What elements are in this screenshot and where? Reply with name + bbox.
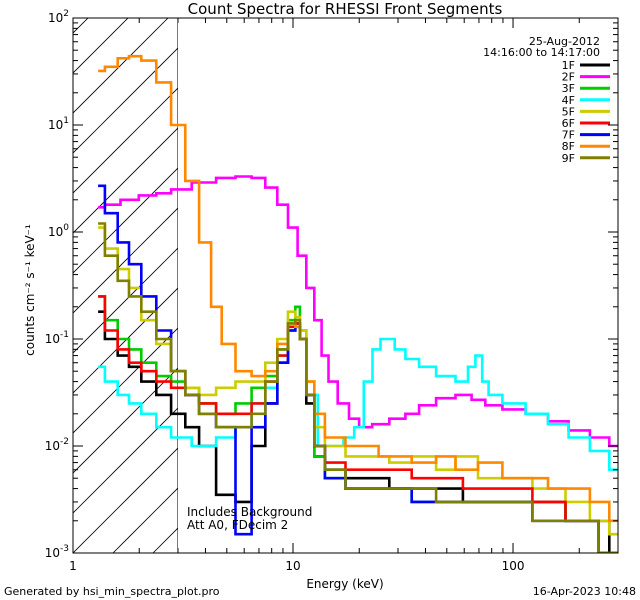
series-layer <box>98 54 618 553</box>
legend-label-8F: 8F <box>562 140 575 153</box>
hatch-line <box>73 127 178 234</box>
chart-time-range: 14:16:00 to 14:17:00 <box>483 46 600 59</box>
y-tick-label: 10-2 <box>45 437 69 453</box>
y-tick-label: 100 <box>48 223 69 239</box>
chart-date: 25-Aug-2012 <box>529 35 600 48</box>
footer-timestamp: 16-Apr-2023 10:48 <box>533 585 636 598</box>
legend-label-1F: 1F <box>562 59 575 72</box>
legend-label-6F: 6F <box>562 117 575 130</box>
hatch-line <box>73 207 178 314</box>
chart-title: Count Spectra for RHESSI Front Segments <box>188 0 503 18</box>
series-line-4F <box>98 325 618 471</box>
x-tick-label: 100 <box>502 559 525 573</box>
legend-label-2F: 2F <box>562 71 575 84</box>
annotation-attenuator: Att A0, FDecim 2 <box>187 518 288 532</box>
hatch-line <box>73 367 178 474</box>
legend-label-9F: 9F <box>562 152 575 165</box>
axis-ticks: 1 10 100 10-3 10-2 10-1 100 101 102 <box>45 9 619 573</box>
legend-label-7F: 7F <box>562 129 575 142</box>
x-tick-label: 1 <box>69 559 77 573</box>
x-tick-label: 10 <box>285 559 300 573</box>
y-tick-label: 101 <box>48 116 69 132</box>
y-tick-label: 102 <box>48 9 69 25</box>
hatch-line <box>73 47 178 154</box>
excluded-region-hatch <box>0 0 178 553</box>
series-line-9F <box>98 222 618 553</box>
y-tick-label: 10-1 <box>45 330 69 346</box>
hatch-line <box>73 18 169 114</box>
hatch-line <box>73 247 178 354</box>
annotation-background: Includes Background <box>187 505 312 519</box>
x-axis-label: Energy (keV) <box>306 577 383 591</box>
legend-label-3F: 3F <box>562 82 575 95</box>
y-axis-label: counts cm⁻² s⁻¹ keV⁻¹ <box>23 224 37 356</box>
hatch-line <box>73 18 129 74</box>
plot-frame <box>72 17 619 554</box>
series-line-5F <box>98 226 618 536</box>
series-line-1F <box>98 310 618 553</box>
series-line-8F <box>98 54 618 523</box>
hatch-line <box>73 167 178 274</box>
legend-label-5F: 5F <box>562 105 575 118</box>
hatch-line <box>73 407 178 514</box>
hatch-line <box>0 0 113 553</box>
y-tick-label: 10-3 <box>45 544 69 560</box>
hatch-line <box>73 447 178 553</box>
series-line-2F <box>98 175 618 448</box>
legend-label-4F: 4F <box>562 94 575 107</box>
generated-by-text: Generated by hsi_min_spectra_plot.pro <box>4 585 220 598</box>
